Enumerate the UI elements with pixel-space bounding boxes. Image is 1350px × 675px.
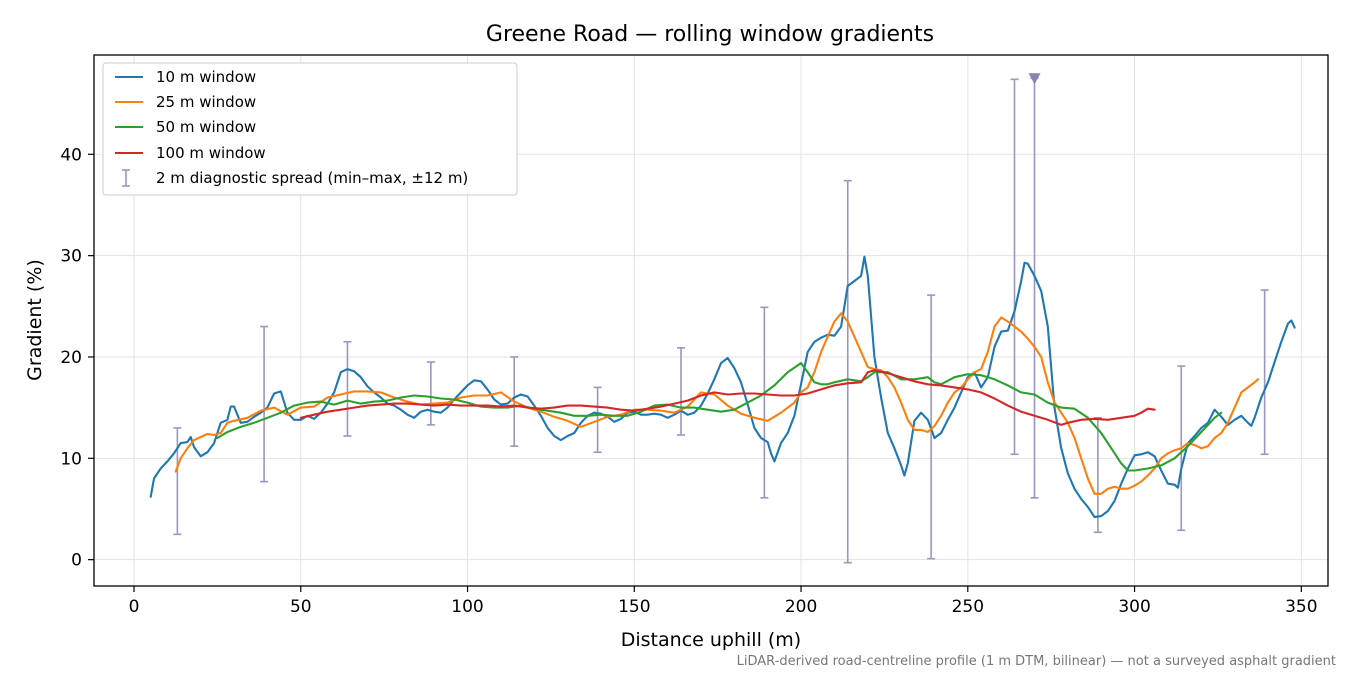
legend-box (102, 62, 518, 196)
x-tick-label: 50 (290, 597, 312, 617)
series-line-1 (149, 255, 1296, 519)
diagnostic-spread-bar (426, 361, 435, 426)
y-tick-label: 20 (60, 348, 82, 368)
grid (94, 55, 1328, 586)
series-line-2 (174, 312, 1260, 495)
legend-label-2: 25 m window (156, 93, 256, 111)
diagnostic-spread-bar (260, 325, 269, 483)
x-tick-label: 350 (1285, 597, 1317, 617)
y-tick-label: 40 (60, 145, 82, 165)
y-axis-ticks: 0 10 20 30 40 (60, 145, 94, 571)
chart-title: Greene Road — rolling window gradients (486, 22, 934, 47)
diagnostic-spread-bar (343, 340, 352, 437)
legend-label-spread: 2 m diagnostic spread (min–max, ±12 m) (156, 169, 468, 187)
diagnostic-spread-bars (173, 77, 1269, 564)
series-line-4 (299, 369, 1156, 426)
x-tick-label: 300 (1118, 597, 1150, 617)
y-tick-label: 30 (60, 247, 82, 267)
y-tick-label: 10 (60, 449, 82, 469)
legend-label-1: 10 m window (156, 68, 256, 86)
clip-marker-triangle (1028, 73, 1041, 85)
y-axis-label: Gradient (%) (24, 259, 46, 381)
diagnostic-spread-bar (173, 427, 182, 536)
diagnostic-spread-bar (676, 347, 685, 436)
footnote: LiDAR-derived road-centreline profile (1… (737, 654, 1336, 669)
diagnostic-spread-bar (1093, 416, 1102, 534)
legend: 10 m window 25 m window 50 m window 100 m w… (102, 62, 518, 196)
y-tick-label: 0 (71, 551, 82, 571)
diagnostic-spread-bar (1260, 289, 1269, 456)
x-tick-label: 200 (785, 597, 817, 617)
x-tick-label: 100 (451, 597, 483, 617)
diagnostic-spread-bar (1030, 77, 1039, 499)
x-tick-label: 150 (618, 597, 650, 617)
diagnostic-spread-bar (1010, 78, 1019, 456)
diagnostic-spread-bar (760, 306, 769, 499)
x-axis-ticks: 0 50 100 150 200 250 300 350 (129, 586, 1318, 617)
plot-frame (93, 54, 1329, 587)
x-tick-label: 0 (129, 597, 140, 617)
legend-label-4: 100 m window (156, 144, 266, 162)
x-tick-label: 250 (952, 597, 984, 617)
series-line-3 (216, 362, 1223, 472)
series-lines (149, 255, 1296, 519)
legend-label-3: 50 m window (156, 118, 256, 136)
diagnostic-spread-bar (843, 179, 852, 564)
clip-marker (1028, 73, 1041, 85)
x-axis-label: Distance uphill (m) (621, 629, 801, 651)
